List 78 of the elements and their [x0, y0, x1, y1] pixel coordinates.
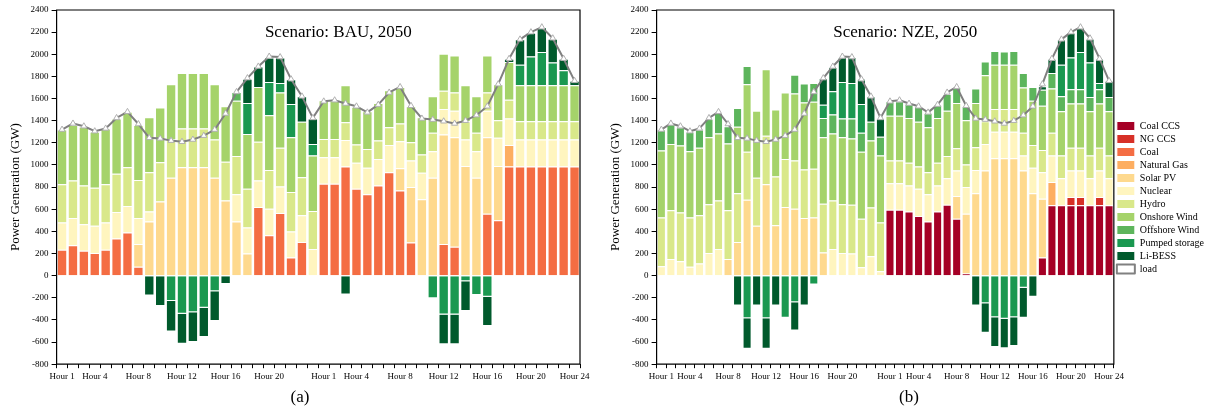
y-tick-label: 200	[635, 247, 650, 258]
y-tick-label: -600	[632, 336, 650, 347]
y-tick-label: 200	[35, 247, 50, 258]
text: Scenario: NZE, 2050	[833, 21, 978, 41]
y-tick-label: 2200	[630, 26, 650, 37]
y-tick-label: 1200	[30, 137, 50, 148]
legend-label: Solar PV	[1139, 171, 1178, 183]
x-tick-label: Hour 1	[648, 370, 674, 381]
x-tick-label: Hour 12	[167, 370, 197, 381]
legend-label: Onshore Wind	[1139, 210, 1198, 222]
x-tick-label: Hour 1	[49, 370, 75, 381]
y-tick-label: 1800	[630, 70, 650, 81]
y-tick-label: 1400	[30, 115, 50, 126]
legend-label: Coal	[1139, 145, 1159, 157]
x-tick-label: Hour 8	[125, 370, 152, 381]
y-tick-label: 2400	[630, 4, 650, 15]
y-tick-label: -400	[632, 314, 650, 325]
y-tick-label: 800	[35, 181, 50, 192]
text: (a)	[290, 387, 310, 407]
y-tick-label: 1600	[30, 92, 50, 103]
x-tick-label: Hour 4	[905, 370, 932, 381]
y-tick-label: 2000	[30, 48, 50, 59]
x-tick-label: Hour 8	[715, 370, 742, 381]
x-tick-label: Hour 1	[311, 370, 337, 381]
y-tick-label: -200	[32, 292, 50, 303]
x-tick-label: Hour 20	[254, 370, 285, 381]
y-axis-title: Power Generation (GW)	[7, 123, 23, 251]
y-tick-label: 1600	[630, 92, 650, 103]
legend-label: Offshore Wind	[1139, 223, 1200, 235]
y-tick-label: 2400	[30, 4, 50, 15]
y-tick-label: 1200	[630, 137, 650, 148]
y-tick-label: 600	[635, 203, 650, 214]
legend-label: Hydro	[1139, 197, 1166, 209]
x-tick-label: Hour 20	[516, 370, 547, 381]
x-tick-label: Hour 8	[944, 370, 970, 381]
text: Scenario: BAU, 2050	[264, 21, 412, 41]
y-tick-label: -600	[32, 336, 50, 347]
legend-label: load	[1139, 262, 1158, 274]
x-tick-label: Hour 16	[1018, 370, 1049, 381]
y-tick-label: -200	[632, 292, 650, 303]
x-tick-label: Hour 12	[751, 370, 782, 381]
y-tick-label: 400	[635, 225, 650, 236]
x-tick-label: Hour 4	[82, 370, 108, 381]
legend-label: Nuclear	[1139, 184, 1173, 196]
legend-label: Li-BESS	[1139, 249, 1176, 261]
x-tick-label: Hour 16	[789, 370, 820, 381]
y-tick-label: 400	[35, 225, 50, 236]
x-tick-label: Hour 4	[343, 370, 370, 381]
y-tick-label: -400	[32, 314, 50, 325]
legend-label: Natural Gas	[1139, 158, 1188, 170]
y-tick-label: 2000	[630, 48, 650, 59]
y-axis-title: Power Generation (GW)	[607, 123, 623, 251]
x-tick-label: Hour 1	[877, 370, 903, 381]
legend-label: Coal CCS	[1139, 119, 1181, 131]
y-tick-label: 800	[635, 181, 650, 192]
y-tick-label: 1800	[30, 70, 50, 81]
x-tick-label: Hour 16	[210, 370, 241, 381]
x-tick-label: Hour 12	[979, 370, 1010, 381]
y-tick-label: 1000	[30, 159, 50, 170]
x-tick-label: Hour 12	[428, 370, 459, 381]
y-tick-label: -800	[32, 358, 50, 369]
x-tick-label: Hour 20	[827, 370, 858, 381]
x-tick-label: Hour 4	[677, 370, 704, 381]
y-tick-label: 0	[44, 270, 50, 281]
x-tick-label: Hour 16	[472, 370, 503, 381]
legend-label: NG CCS	[1139, 132, 1176, 144]
x-tick-label: Hour 24	[1094, 370, 1125, 381]
x-tick-label: Hour 20	[1056, 370, 1087, 381]
y-tick-label: -800	[632, 358, 650, 369]
y-tick-label: 1000	[630, 159, 650, 170]
x-tick-label: Hour 24	[559, 370, 590, 381]
x-tick-label: Hour 8	[387, 370, 414, 381]
legend-label: Pumped storage	[1139, 236, 1205, 248]
y-tick-label: 600	[35, 203, 50, 214]
y-tick-label: 1400	[630, 115, 650, 126]
y-tick-label: 2200	[30, 26, 50, 37]
text: (b)	[899, 387, 919, 407]
y-tick-label: 0	[644, 270, 650, 281]
